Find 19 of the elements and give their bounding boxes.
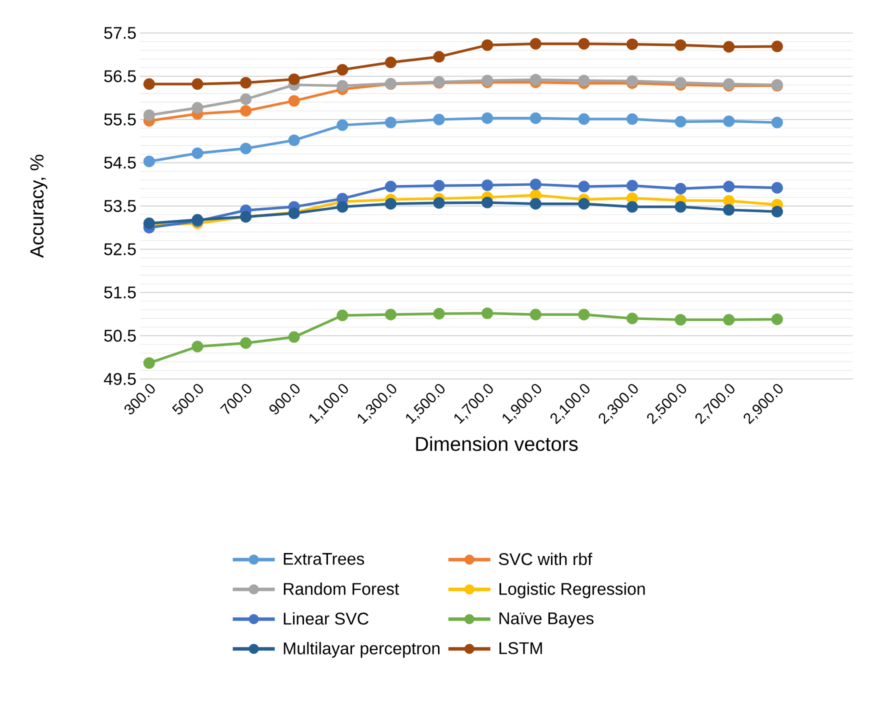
legend-label: ExtraTrees <box>284 553 364 565</box>
y-axis-title: Accuracy, % <box>30 154 48 258</box>
y-tick-label: 56.5 <box>104 70 136 82</box>
y-tick-label: 53.5 <box>104 200 136 212</box>
legend-label: Linear SVC <box>284 612 368 625</box>
legend-label: Multilayar perceptron <box>284 642 440 658</box>
x-axis-title: Dimension vectors <box>416 436 578 452</box>
legend-label: LSTM <box>500 642 542 654</box>
y-tick-label: 50.5 <box>104 330 136 342</box>
y-tick-label: 55.5 <box>104 114 136 126</box>
legend-label: Logistic Regression <box>500 582 645 598</box>
legend-label: SVC with rbf <box>498 552 592 566</box>
y-tick-label: 57.5 <box>104 27 136 39</box>
y-tick-label: 52.5 <box>104 243 136 256</box>
y-tick-label: 54.5 <box>104 156 136 169</box>
y-tick-label: 51.5 <box>104 286 136 298</box>
legend-label: Naïve Bayes <box>500 612 594 628</box>
legend-label: Random Forest <box>284 582 400 595</box>
y-tick-label: 49.5 <box>104 372 136 385</box>
